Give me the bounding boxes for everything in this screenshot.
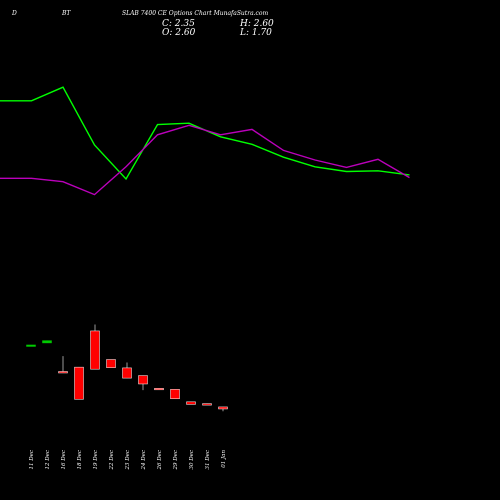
candle-body <box>74 366 84 400</box>
candle-body <box>58 371 68 374</box>
x-tick-label: 31 Dec <box>205 450 211 470</box>
candle <box>74 366 84 400</box>
candle <box>26 344 36 347</box>
candle <box>202 403 212 406</box>
candle <box>154 388 164 391</box>
candle <box>90 324 100 370</box>
candle <box>58 356 68 374</box>
candles-group <box>26 324 228 412</box>
candle <box>42 340 52 344</box>
candle <box>138 375 148 391</box>
x-tick-label: 18 Dec <box>77 450 83 470</box>
high-readout: H: 2.60 <box>240 19 274 29</box>
x-tick-label: 19 Dec <box>93 450 99 470</box>
open-readout: O: 2.60 <box>162 28 196 38</box>
chart-title: SLAB 7400 CE Options Chart MunafaSutra.c… <box>122 10 269 17</box>
candle <box>170 389 180 400</box>
label-bt: BT <box>62 10 71 17</box>
lower-band-line <box>0 124 410 196</box>
candle <box>106 359 116 368</box>
candle-body <box>154 388 164 391</box>
bands-group <box>0 86 410 196</box>
candle <box>122 362 132 379</box>
x-tick-label: 11 Dec <box>29 450 35 470</box>
label-d: D <box>12 10 17 17</box>
candle-body <box>218 406 228 410</box>
low-readout: L: 1.70 <box>240 28 272 38</box>
x-tick-label: 29 Dec <box>173 450 179 471</box>
x-tick-label: 26 Dec <box>157 450 163 471</box>
candle-body <box>90 330 100 370</box>
close-readout: C: 2.35 <box>162 19 195 29</box>
candle-body <box>42 340 52 344</box>
candle-body <box>26 344 36 347</box>
candle-body <box>138 375 148 385</box>
x-axis-labels: 11 Dec 12 Dec 16 Dec 18 Dec 19 Dec 22 Dec 23 D… <box>29 450 227 471</box>
candle-body <box>186 401 196 405</box>
candle-body <box>106 359 116 368</box>
x-tick-label: 12 Dec <box>45 450 51 470</box>
upper-band-line <box>0 86 410 181</box>
x-tick-label: 01 Jan <box>221 450 227 468</box>
x-tick-label: 30 Dec <box>189 450 195 470</box>
x-tick-label: 23 Dec <box>125 450 131 471</box>
candle-body <box>122 367 132 379</box>
x-tick-label: 16 Dec <box>61 450 67 470</box>
x-tick-label: 24 Dec <box>141 450 147 471</box>
candle <box>218 406 228 412</box>
x-tick-label: 22 Dec <box>109 450 115 471</box>
candle-body <box>170 389 180 400</box>
candle <box>186 401 196 405</box>
candle-body <box>202 403 212 406</box>
